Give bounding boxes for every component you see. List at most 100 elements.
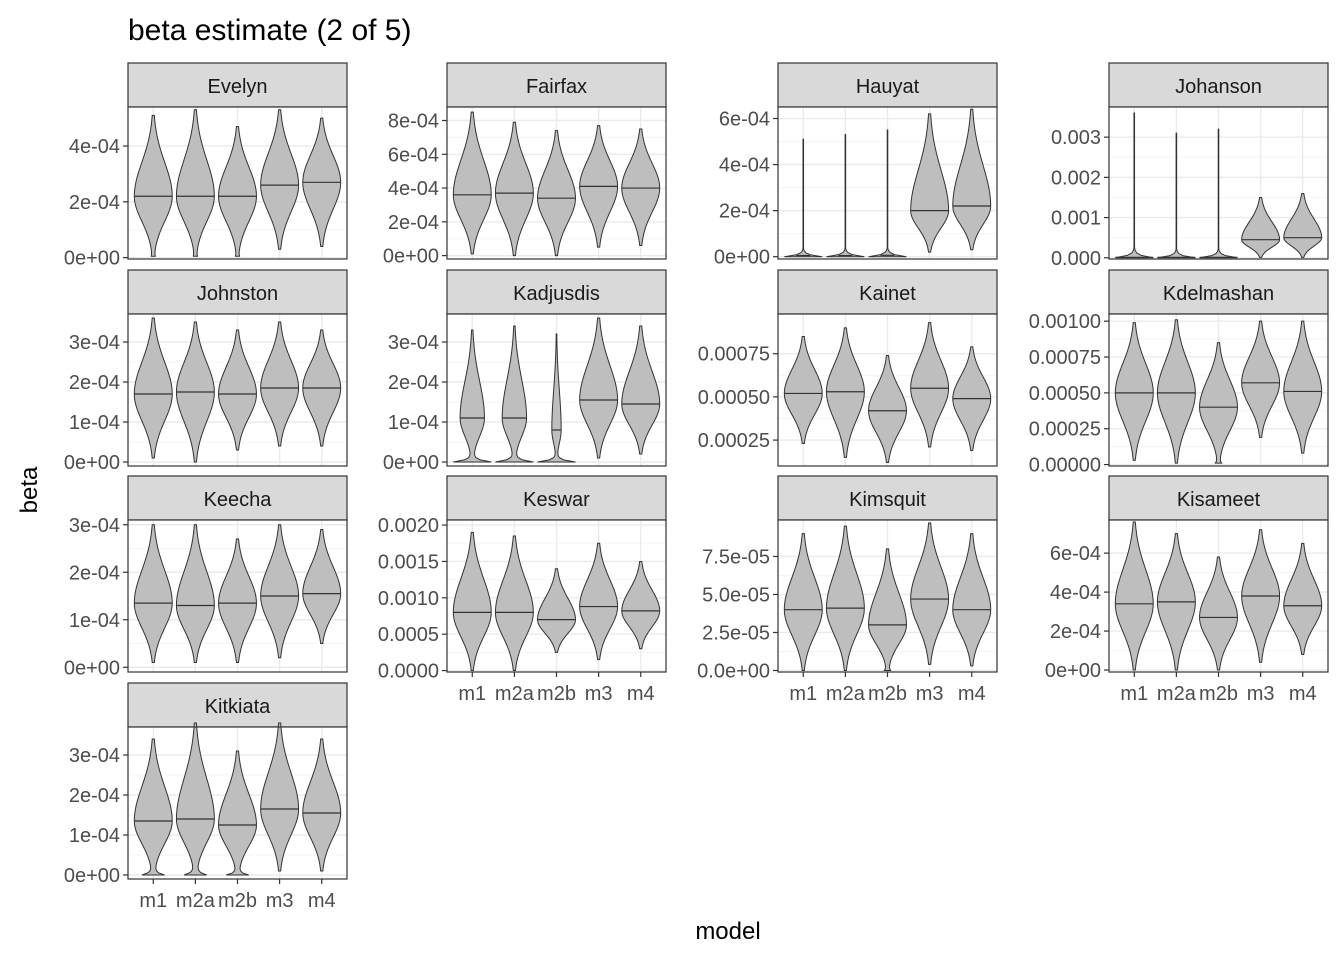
violin-m1: [783, 335, 823, 445]
facet-kimsquit: Kimsquit 0.0e+00 2.5e-05 5.0e-05 7.5e-05 m1 m2…: [697, 475, 998, 705]
violin-m3: [260, 722, 300, 872]
violin-m1: [133, 114, 173, 257]
violin-m2a: [175, 109, 215, 257]
facet-kisameet: Kisameet 0e+00 2e-04 4e-04 6e-04 m1 m2a m2b m3 m4: [1045, 475, 1329, 705]
y-tick-label: 0e+00: [64, 452, 120, 474]
y-tick-label: 2e-04: [1050, 621, 1101, 643]
x-tick-label: m4: [1289, 683, 1317, 705]
violin-m1: [453, 329, 492, 463]
y-tick-label: 1e-04: [69, 825, 120, 847]
violin-m1: [133, 317, 173, 459]
violin-m4: [621, 560, 661, 650]
violin-m1: [1114, 322, 1154, 461]
violin-m4: [952, 108, 992, 251]
y-tick-label: 0.002: [1051, 167, 1101, 189]
violin-m4: [1283, 542, 1323, 655]
x-tick-label: m4: [627, 683, 655, 705]
y-tick-label: 0.0e+00: [697, 660, 770, 682]
facet-hauyat: Hauyat 0e+00 2e-04 4e-04 6e-04: [714, 62, 998, 269]
facet-johanson: Johanson 0.000 0.001 0.002 0.003: [1051, 62, 1329, 270]
panel-border: [127, 106, 348, 260]
violin-m3: [260, 321, 300, 447]
y-tick-label: 0.00000: [1029, 455, 1101, 477]
violin-m2b: [868, 354, 907, 464]
facet-label: Keswar: [523, 489, 590, 511]
panel-border: [446, 106, 667, 260]
violin-m4: [621, 325, 661, 455]
violin-m2b: [1199, 342, 1238, 464]
facet-keecha: Keecha 0e+00 1e-04 2e-04 3e-04: [64, 475, 348, 679]
facet-strip: [446, 62, 667, 108]
violin-m1: [1115, 112, 1154, 259]
y-tick-label: 0e+00: [64, 248, 120, 270]
facet-strip: [127, 62, 348, 108]
y-tick-label: 0e+00: [64, 657, 120, 679]
facet-label: Fairfax: [526, 76, 587, 98]
y-axis-title: beta: [16, 466, 43, 513]
facet-johnston: Johnston 0e+00 1e-04 2e-04 3e-04: [64, 269, 348, 474]
facet-fairfax: Fairfax 0e+00 2e-04 4e-04 6e-04 8e-04: [383, 62, 667, 268]
x-tick-label: m2a: [495, 683, 535, 705]
panel-border: [127, 313, 348, 467]
violin-m4: [302, 529, 342, 644]
violin-m3: [260, 524, 300, 659]
violin-m3: [910, 113, 950, 253]
violin-m3: [1241, 196, 1281, 258]
violin-m3: [1241, 320, 1281, 438]
violin-m2b: [537, 333, 576, 463]
x-tick-label: m3: [1247, 683, 1275, 705]
y-tick-label: 0.0015: [378, 551, 439, 573]
facet-strip: [777, 475, 998, 521]
x-tick-label: m2a: [826, 683, 866, 705]
facet-label: Kadjusdis: [513, 283, 600, 305]
y-tick-label: 2.5e-05: [702, 622, 770, 644]
violin-m2a: [175, 524, 215, 663]
y-tick-label: 0.003: [1051, 127, 1101, 149]
violin-m2b: [218, 538, 257, 663]
x-tick-label: m2b: [868, 683, 907, 705]
facet-label: Kimsquit: [849, 489, 926, 511]
y-tick-label: 0e+00: [1045, 660, 1101, 682]
x-axis-title: model: [695, 918, 760, 945]
violin-m2b: [218, 329, 257, 451]
y-tick-label: 7.5e-05: [702, 546, 770, 568]
violin-m1: [133, 738, 173, 876]
y-tick-label: 6e-04: [1050, 543, 1101, 565]
violin-m1: [452, 111, 492, 255]
y-tick-label: 2e-04: [388, 212, 439, 234]
x-tick-label: m4: [308, 890, 336, 912]
y-tick-label: 0.0005: [378, 624, 439, 646]
y-tick-label: 1e-04: [69, 610, 120, 632]
violin-m1: [783, 533, 823, 671]
facet-label: Keecha: [204, 489, 273, 511]
y-tick-label: 0.00075: [1029, 347, 1101, 369]
panel-border: [777, 106, 998, 260]
y-tick-label: 5.0e-05: [702, 584, 770, 606]
violin-m4: [1283, 320, 1323, 454]
y-tick-label: 0e+00: [714, 247, 770, 269]
facet-strip: [777, 62, 998, 108]
violin-m2a: [175, 722, 215, 876]
x-tick-label: m1: [1120, 683, 1148, 705]
chart-title: beta estimate (2 of 5): [128, 14, 411, 47]
y-tick-label: 0.0000: [378, 661, 439, 683]
violin-m2a: [1156, 319, 1196, 464]
panel-border: [127, 519, 348, 673]
y-tick-label: 0.0010: [378, 588, 439, 610]
violin-m2b: [1199, 128, 1238, 259]
x-tick-label: m4: [958, 683, 986, 705]
facet-evelyn: Evelyn 0e+00 2e-04 4e-04: [64, 62, 348, 270]
y-tick-label: 4e-04: [69, 136, 120, 158]
facet-strip: [127, 269, 348, 315]
facet-keswar: Keswar 0.0000 0.0005 0.0010 0.0015 0.0020 m1 m2…: [378, 475, 667, 705]
x-tick-label: m2b: [218, 890, 257, 912]
facet-label: Kisameet: [1177, 489, 1261, 511]
violin-m3: [579, 542, 619, 661]
violin-m2a: [825, 327, 865, 458]
violin-m3: [910, 522, 950, 665]
y-tick-label: 0.00050: [1029, 383, 1101, 405]
violin-m3: [579, 317, 619, 459]
x-tick-label: m2a: [176, 890, 216, 912]
violin-m2b: [1199, 556, 1238, 671]
